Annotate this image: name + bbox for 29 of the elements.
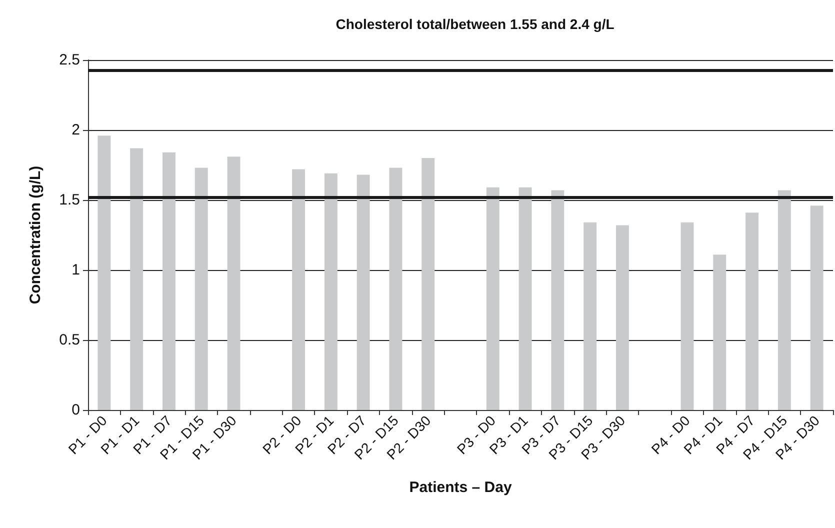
bar	[486, 187, 500, 410]
bar	[162, 152, 176, 410]
bar	[422, 158, 435, 410]
bar	[778, 190, 791, 410]
bar	[518, 187, 532, 410]
bar	[194, 168, 208, 410]
bar	[746, 212, 758, 410]
chart-title: Cholesterol total/between 1.55 and 2.4 g/L	[336, 16, 615, 32]
bar	[584, 222, 597, 410]
y-tick-label: 0.5	[59, 332, 80, 348]
bar	[130, 148, 144, 410]
bar	[389, 168, 402, 410]
x-axis-title: Patients – Day	[409, 479, 512, 496]
y-tick-label: 1.5	[59, 192, 80, 208]
bar	[324, 173, 338, 410]
bar	[713, 254, 726, 410]
y-tick-label: 2	[72, 122, 80, 138]
bar	[98, 136, 111, 410]
bar	[616, 225, 629, 410]
bar	[227, 156, 240, 410]
bar	[551, 190, 564, 410]
bar	[356, 174, 370, 410]
bar	[810, 206, 824, 410]
y-tick-label: 1	[72, 262, 80, 278]
bar	[292, 169, 306, 410]
y-tick-label: 2.5	[59, 52, 80, 68]
y-axis-title: Concentration (g/L)	[27, 166, 44, 304]
y-tick-label: 0	[72, 402, 80, 418]
bar	[680, 222, 694, 410]
